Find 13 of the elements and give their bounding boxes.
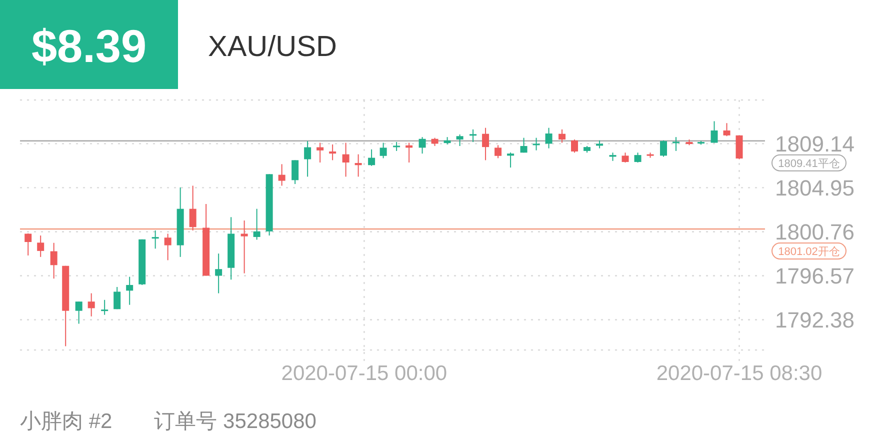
y-tick-label: 1796.57 <box>775 264 855 289</box>
y-tick-label: 1804.95 <box>775 176 855 201</box>
text: 小胖肉 #2 <box>20 410 112 433</box>
chart-title: XAU/USD <box>208 31 337 63</box>
chart-subtitle: $8.39 <box>31 20 147 72</box>
ref-line-label: 1801.02开仓 <box>778 246 840 258</box>
text: 订单号 35285080 <box>154 410 316 433</box>
y-tick-label: 1800.76 <box>775 220 855 245</box>
y-tick-label: 1792.38 <box>775 308 855 333</box>
ref-line-label: 1809.41平仓 <box>778 158 840 170</box>
y-tick-label: 1809.14 <box>775 132 855 157</box>
x-tick-label: 2020-07-15 00:00 <box>281 362 448 385</box>
x-tick-label: 2020-07-15 08:30 <box>656 362 822 385</box>
